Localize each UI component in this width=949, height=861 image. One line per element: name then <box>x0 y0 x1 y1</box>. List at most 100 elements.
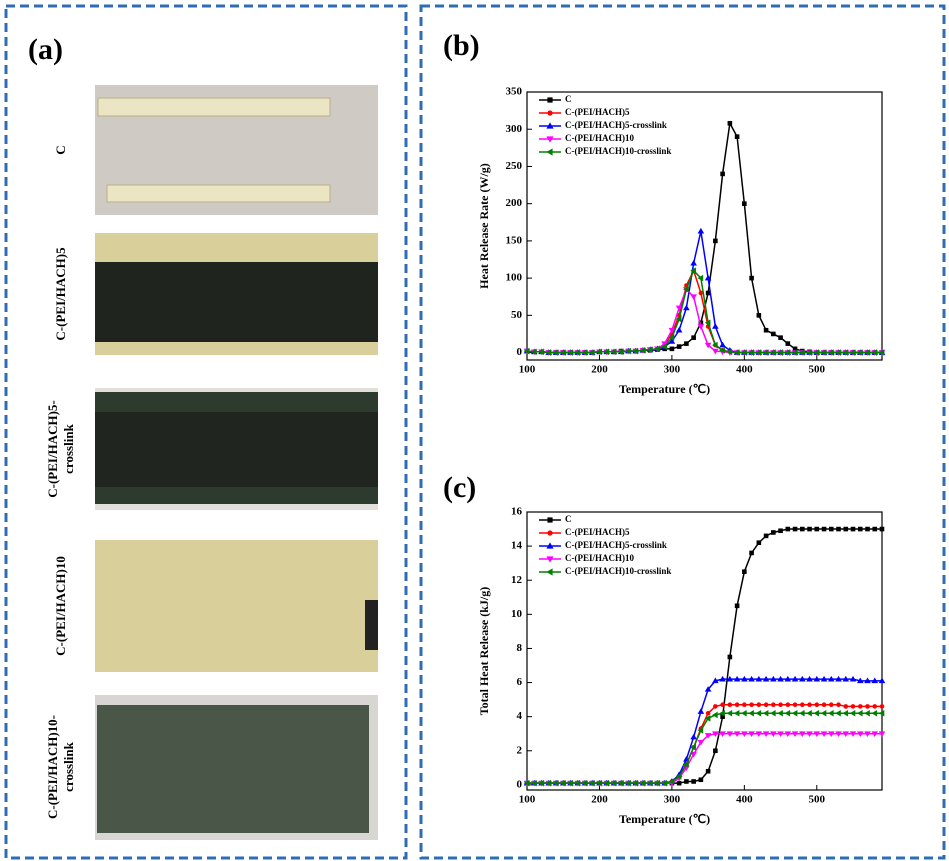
point <box>821 702 827 708</box>
point <box>704 274 712 281</box>
point <box>763 327 769 333</box>
point <box>778 335 783 340</box>
x-axis-title: Temperature (℃) <box>619 812 710 826</box>
point <box>799 709 805 717</box>
point <box>713 238 718 244</box>
point <box>668 334 675 341</box>
point <box>771 702 776 708</box>
point <box>538 348 544 356</box>
point <box>828 526 834 532</box>
point <box>646 346 653 353</box>
point <box>778 528 783 534</box>
point <box>691 779 696 784</box>
point <box>704 715 711 722</box>
plot-frame <box>526 511 883 791</box>
point <box>603 348 609 356</box>
point <box>668 778 675 785</box>
x-tick-label: 200 <box>591 794 608 806</box>
point <box>625 347 631 355</box>
panel-frame <box>4 4 408 860</box>
point <box>800 526 805 532</box>
point <box>835 349 841 356</box>
point <box>669 346 675 352</box>
point <box>820 731 828 738</box>
point <box>690 259 697 266</box>
point <box>777 675 784 682</box>
point <box>588 349 595 356</box>
point <box>697 227 705 234</box>
point <box>690 294 697 301</box>
point <box>784 731 792 738</box>
point <box>756 540 762 545</box>
point <box>559 349 566 356</box>
point <box>814 526 820 532</box>
point <box>770 349 776 356</box>
point <box>698 777 704 783</box>
series-line <box>527 678 882 784</box>
point <box>712 711 718 719</box>
point <box>835 709 841 717</box>
point <box>813 731 821 738</box>
legend-marker <box>547 530 553 536</box>
point <box>719 709 725 717</box>
x-tick-label: 100 <box>519 364 536 376</box>
sample-label: crosslink <box>61 423 76 473</box>
point <box>596 348 602 356</box>
point <box>734 603 740 609</box>
legend-marker <box>547 110 553 116</box>
point <box>763 533 769 539</box>
point <box>726 731 734 738</box>
point <box>661 341 668 347</box>
point <box>720 171 725 177</box>
point <box>712 323 719 329</box>
point <box>581 779 588 787</box>
point <box>800 702 805 708</box>
legend-marker <box>546 568 553 576</box>
sample-label: C-(PEI/HACH)10 <box>53 556 68 656</box>
point <box>835 675 842 682</box>
point <box>864 709 870 717</box>
photo-bg <box>95 540 378 672</box>
photo <box>95 233 378 355</box>
point <box>827 349 834 356</box>
point <box>734 134 740 139</box>
plot-frame <box>526 91 883 361</box>
point <box>523 779 530 787</box>
point <box>668 338 676 344</box>
point <box>864 677 871 684</box>
y-axis-title: Total Heat Release (kJ/g) <box>477 587 491 716</box>
point <box>799 731 806 738</box>
series-line <box>526 268 882 354</box>
point <box>661 779 667 787</box>
y-tick-label: 2 <box>517 744 523 756</box>
sample-label: crosslink <box>61 741 76 791</box>
legend-label: C-(PEI/HACH)10 <box>565 133 634 143</box>
photo <box>95 388 378 510</box>
point <box>763 702 769 708</box>
point <box>719 731 726 738</box>
x-tick-label: 300 <box>664 364 681 376</box>
panel-label: (a) <box>28 33 63 66</box>
point <box>704 686 712 692</box>
point <box>792 526 798 532</box>
point <box>675 305 683 312</box>
point <box>777 709 783 717</box>
point <box>705 290 711 296</box>
point <box>726 709 733 717</box>
point <box>654 345 660 353</box>
point <box>878 349 885 356</box>
x-tick-label: 300 <box>664 794 681 806</box>
point <box>857 526 863 532</box>
legend-label: C <box>565 94 572 104</box>
point <box>878 709 885 717</box>
point <box>726 348 733 356</box>
series-line <box>527 712 882 784</box>
point <box>771 331 776 337</box>
point <box>791 709 798 717</box>
point <box>777 349 783 356</box>
point <box>727 702 733 708</box>
char-band <box>97 705 369 833</box>
point <box>610 779 617 787</box>
point <box>632 347 638 355</box>
legend-marker <box>547 517 553 523</box>
